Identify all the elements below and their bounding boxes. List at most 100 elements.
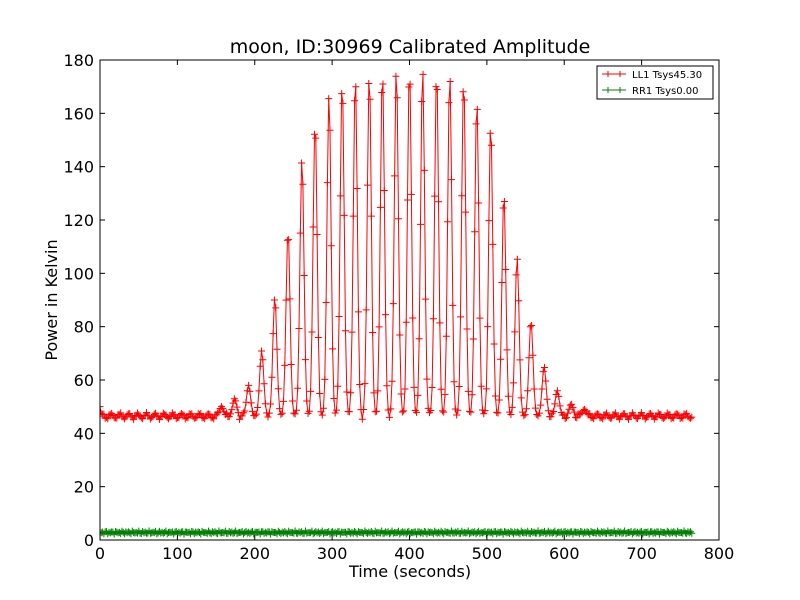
data-point-ll1 [393,94,401,102]
data-point-ll1 [556,402,564,410]
data-point-ll1 [410,383,418,391]
data-point-ll1 [544,407,552,415]
data-point-ll1 [210,415,218,423]
legend-marker-rr1 [605,87,623,93]
data-point-ll1 [278,409,286,417]
y-tick-label: 100 [63,264,94,283]
data-point-ll1 [419,70,427,78]
data-point-ll1 [490,340,498,348]
data-point-ll1 [445,99,453,107]
data-point-ll1 [570,408,578,416]
data-point-ll1 [476,314,484,322]
data-point-ll1 [283,236,291,244]
axis-ticks: 0 100 200 300 400 500 600 700 800 0 20 40 60 80 100 120… [63,51,734,563]
data-point-ll1 [343,388,351,396]
data-point-ll1 [469,335,477,343]
data-point-ll1 [291,410,299,418]
y-tick-label: 0 [84,531,94,550]
data-point-ll1 [512,271,520,279]
data-point-ll1 [497,355,505,363]
data-point-ll1 [674,410,682,418]
data-point-ll1 [303,397,311,405]
data-point-ll1 [345,408,353,416]
data-point-ll1 [274,385,282,393]
data-point-ll1 [413,408,421,416]
data-point-ll1 [277,410,285,418]
data-point-ll1 [238,412,246,420]
data-point-ll1 [529,351,537,359]
data-point-ll1 [427,406,435,414]
data-point-ll1 [550,407,558,415]
data-point-ll1 [433,85,441,93]
data-point-ll1 [498,279,506,287]
data-point-ll1 [382,311,390,319]
data-point-ll1 [507,411,515,419]
x-tick-label: 0 [95,544,105,563]
data-point-ll1 [353,184,361,192]
data-point-ll1 [564,409,572,417]
data-point-ll1 [247,399,255,407]
data-point-ll1 [459,88,467,96]
data-point-ll1 [531,404,539,412]
data-point-ll1 [336,192,344,200]
data-point-ll1 [214,409,222,417]
data-point-ll1 [561,415,569,423]
data-point-ll1 [466,407,474,415]
data-point-ll1 [258,347,266,355]
data-point-ll1 [486,129,494,137]
data-point-ll1 [503,346,511,354]
data-point-ll1 [524,387,532,395]
data-point-ll1 [296,229,304,237]
data-point-ll1 [401,385,409,393]
data-point-ll1 [488,141,496,149]
data-point-ll1 [362,306,370,314]
x-tick-label: 100 [162,544,193,563]
data-point-ll1 [327,242,335,250]
data-point-ll1 [491,392,499,400]
data-point-ll1 [312,134,320,142]
data-point-ll1 [251,412,259,420]
data-point-ll1 [670,414,678,422]
data-point-ll1 [586,410,594,418]
data-point-ll1 [422,295,430,303]
data-point-ll1 [418,98,426,106]
data-point-ll1 [520,412,528,420]
x-tick-label: 400 [394,544,425,563]
data-point-ll1 [450,378,458,386]
data-point-ll1 [581,405,589,413]
data-point-ll1 [358,415,366,423]
data-point-ll1 [392,72,400,80]
data-point-ll1 [223,409,231,417]
data-point-ll1 [489,240,497,248]
data-point-ll1 [305,407,313,415]
data-point-ll1 [361,380,369,388]
data-point-ll1 [406,80,414,88]
data-point-ll1 [397,390,405,398]
data-point-ll1 [573,414,581,422]
data-point-ll1 [272,304,280,312]
data-point-ll1 [317,408,325,416]
data-point-ll1 [268,373,276,381]
data-point-ll1 [217,403,225,411]
data-point-ll1 [256,362,264,370]
data-point-ll1 [366,95,374,103]
data-point-ll1 [436,319,444,327]
data-point-ll1 [405,83,413,91]
data-point-ll1 [508,403,516,411]
series-rr1 [100,527,696,538]
data-point-ll1 [409,314,417,322]
data-point-ll1 [683,409,691,417]
data-point-ll1 [385,413,393,421]
data-point-ll1 [688,413,696,421]
data-point-ll1 [457,313,465,321]
data-point-ll1 [308,328,316,336]
x-axis-label: Time (seconds) [348,562,471,581]
data-point-ll1 [462,208,470,216]
data-point-ll1 [648,411,656,419]
data-point-ll1 [513,255,521,263]
data-point-ll1 [375,323,383,331]
data-point-ll1 [449,301,457,309]
data-point-ll1 [332,406,340,414]
data-point-ll1 [325,95,333,103]
data-point-ll1 [599,415,607,423]
